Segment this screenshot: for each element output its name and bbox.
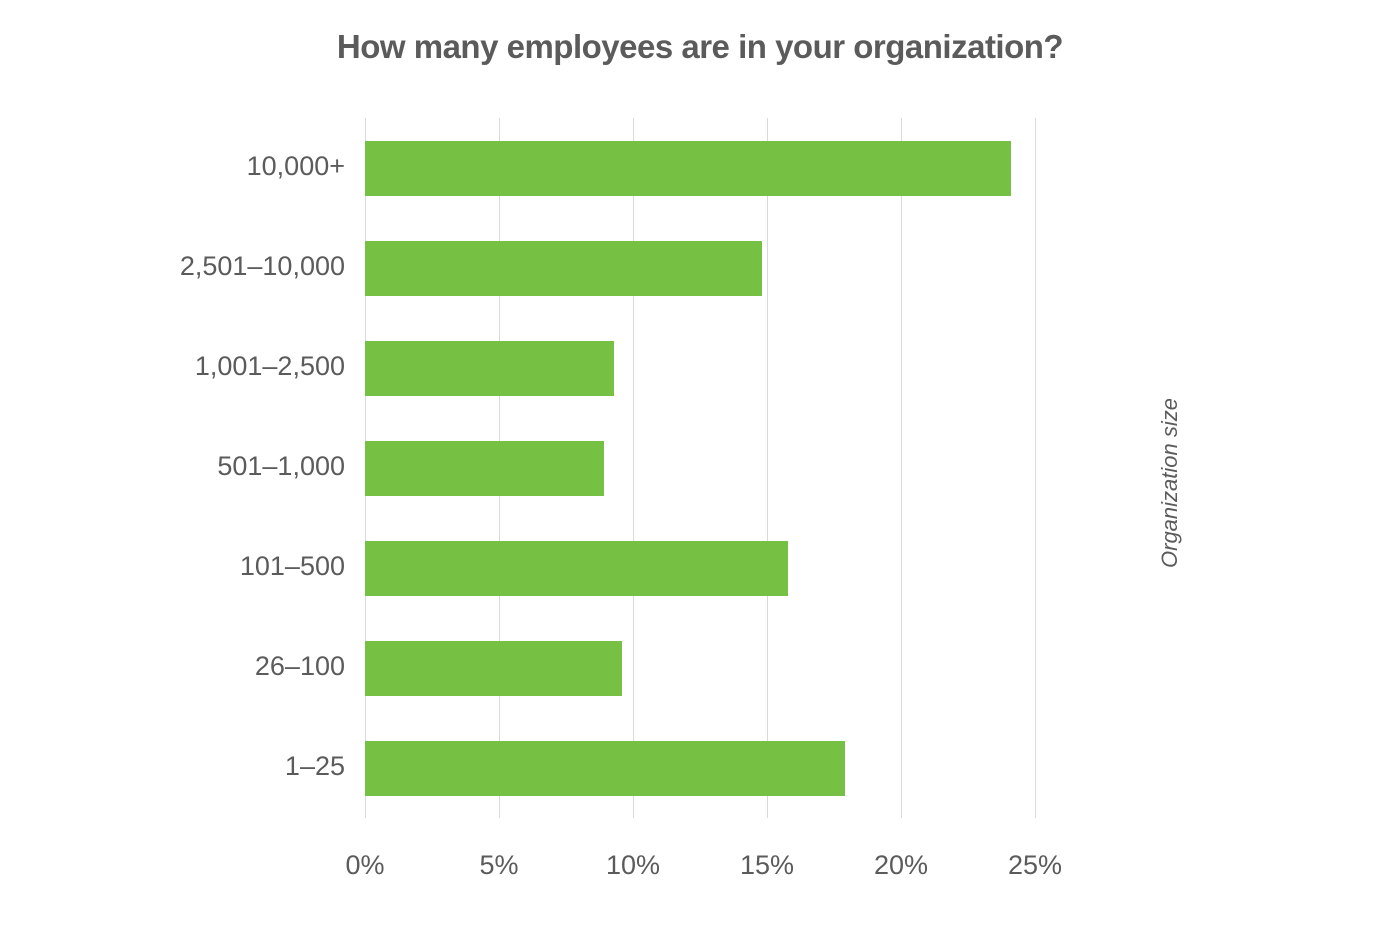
bar bbox=[365, 441, 604, 496]
chart-title: How many employees are in your organizat… bbox=[0, 28, 1400, 66]
y-category-label: 1,001–2,500 bbox=[195, 351, 345, 382]
x-tick-label: 10% bbox=[606, 850, 660, 881]
gridline bbox=[633, 118, 634, 818]
y-category-label: 1–25 bbox=[285, 751, 345, 782]
x-tick-label: 15% bbox=[740, 850, 794, 881]
y-category-label: 10,000+ bbox=[247, 151, 345, 182]
y-category-label: 2,501–10,000 bbox=[180, 251, 345, 282]
gridline bbox=[901, 118, 902, 818]
gridline bbox=[767, 118, 768, 818]
bar bbox=[365, 641, 622, 696]
bar bbox=[365, 541, 788, 596]
right-axis-label: Organization size bbox=[1157, 398, 1183, 568]
org-size-chart: How many employees are in your organizat… bbox=[0, 0, 1400, 950]
y-category-label: 501–1,000 bbox=[217, 451, 345, 482]
bar bbox=[365, 241, 762, 296]
gridline bbox=[1035, 118, 1036, 818]
x-tick-label: 20% bbox=[874, 850, 928, 881]
x-tick-label: 0% bbox=[345, 850, 384, 881]
plot-area bbox=[365, 118, 1035, 818]
bar bbox=[365, 741, 845, 796]
x-tick-label: 5% bbox=[479, 850, 518, 881]
y-category-label: 26–100 bbox=[255, 651, 345, 682]
bar bbox=[365, 341, 614, 396]
x-tick-label: 25% bbox=[1008, 850, 1062, 881]
y-category-label: 101–500 bbox=[240, 551, 345, 582]
bar bbox=[365, 141, 1011, 196]
